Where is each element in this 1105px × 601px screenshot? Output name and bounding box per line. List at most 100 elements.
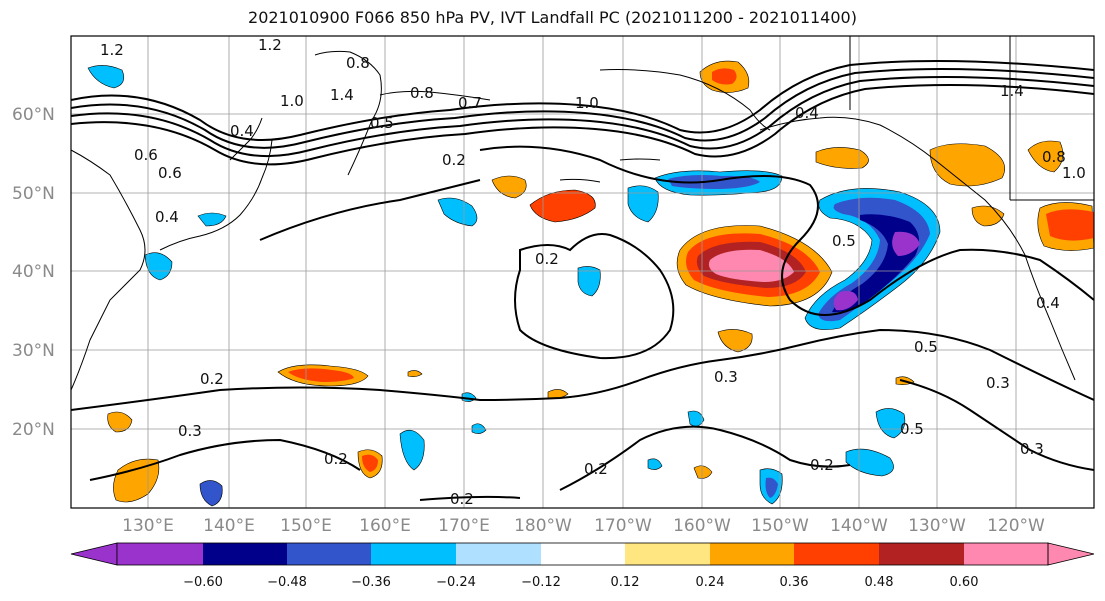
anomaly-blob bbox=[491, 175, 527, 199]
contour-label: 0.8 bbox=[346, 54, 370, 72]
anomaly-blob bbox=[288, 368, 354, 382]
anomaly-blob bbox=[717, 329, 753, 353]
contour-label: 0.2 bbox=[200, 370, 224, 388]
anomaly-blob bbox=[1027, 140, 1064, 173]
contour-label: 1.0 bbox=[280, 92, 304, 110]
colorbar-tick-label: −0.48 bbox=[267, 575, 307, 590]
contour-label: 0.3 bbox=[714, 368, 738, 386]
contour-label: 0.8 bbox=[410, 84, 434, 102]
colorbar-segment bbox=[710, 543, 794, 565]
colorbar-tick-label: 0.48 bbox=[865, 575, 894, 590]
lon-label: 130°E bbox=[122, 516, 174, 536]
lon-axis: 130°E 140°E 150°E 160°E 170°E 180°W 170°… bbox=[122, 516, 1045, 536]
colorbar-tick-label: 0.12 bbox=[611, 575, 640, 590]
contour-label: 0.4 bbox=[1036, 294, 1060, 312]
colorbar-tick-label: −0.36 bbox=[351, 575, 391, 590]
anomaly-blob bbox=[929, 143, 1005, 187]
colorbar: −0.60 −0.48 −0.36 −0.24 −0.12 0.12 0.24 … bbox=[70, 542, 1095, 590]
lon-label: 120°W bbox=[987, 516, 1045, 536]
lon-label: 150°W bbox=[751, 516, 809, 536]
lon-label: 150°E bbox=[280, 516, 332, 536]
plot-frame bbox=[70, 35, 1095, 509]
contour-label: 0.3 bbox=[1020, 440, 1044, 458]
colorbar-segment bbox=[625, 543, 710, 565]
plot-area: 1.2 1.2 0.8 1.4 1.0 0.8 0.7 1.0 0.5 0.4 … bbox=[71, 36, 1094, 508]
lat-label: 20°N bbox=[12, 420, 55, 440]
anomaly-blob bbox=[197, 212, 227, 227]
lon-label: 160°E bbox=[359, 516, 411, 536]
colorbar-frame bbox=[116, 542, 1049, 566]
contour-label: 0.2 bbox=[535, 250, 559, 268]
anomaly-blob bbox=[845, 448, 894, 477]
colorbar-segment bbox=[456, 543, 541, 565]
contour-label: 0.5 bbox=[900, 420, 924, 438]
contour-label: 0.3 bbox=[178, 422, 202, 440]
contour-label: 0.2 bbox=[810, 456, 834, 474]
lon-label: 170°W bbox=[594, 516, 652, 536]
anomaly-blob bbox=[712, 68, 737, 85]
contour-label: 1.0 bbox=[575, 94, 599, 112]
graticule bbox=[71, 36, 1094, 508]
anomaly-blob bbox=[87, 65, 125, 89]
colorbar-segment bbox=[287, 543, 371, 565]
colorbar-segment bbox=[203, 543, 287, 565]
colorbar-segment bbox=[879, 543, 964, 565]
anomaly-blob bbox=[833, 291, 858, 311]
contour-label: 1.4 bbox=[330, 86, 354, 104]
contour-label: 0.4 bbox=[795, 104, 819, 122]
colorbar-tick-label: −0.24 bbox=[436, 575, 476, 590]
pv-contours bbox=[71, 60, 1094, 501]
anomaly-blob bbox=[529, 189, 596, 223]
anomaly-blob bbox=[577, 266, 601, 297]
colorbar-segment bbox=[117, 543, 203, 565]
anomaly-blob bbox=[437, 197, 478, 227]
colorbar-tick-label: −0.60 bbox=[183, 575, 223, 590]
lat-axis: 60°N 50°N 40°N 30°N 20°N bbox=[12, 105, 55, 440]
anomaly-blob bbox=[765, 477, 778, 498]
contour-label: 1.2 bbox=[258, 36, 282, 54]
anomaly-blob bbox=[693, 465, 713, 479]
colorbar-segment bbox=[541, 543, 625, 565]
lat-label: 40°N bbox=[12, 262, 55, 282]
anomaly-blob bbox=[362, 454, 378, 472]
lon-label: 170°E bbox=[438, 516, 490, 536]
contour-label: 0.4 bbox=[230, 122, 254, 140]
lon-label: 130°W bbox=[908, 516, 966, 536]
colorbar-tick-label: 0.60 bbox=[950, 575, 979, 590]
lon-label: 180°W bbox=[514, 516, 572, 536]
lon-label: 140°E bbox=[203, 516, 255, 536]
contour-label: 0.3 bbox=[986, 374, 1010, 392]
anomaly-blob bbox=[144, 252, 173, 281]
lat-label: 30°N bbox=[12, 341, 55, 361]
colorbar-tick-label: −0.12 bbox=[521, 575, 561, 590]
anomaly-blob bbox=[971, 205, 1005, 227]
contour-label: 0.6 bbox=[158, 164, 182, 182]
contour-labels: 1.2 1.2 0.8 1.4 1.0 0.8 0.7 1.0 0.5 0.4 … bbox=[100, 36, 1086, 508]
anomaly-blob bbox=[687, 410, 705, 427]
anomaly-blob bbox=[892, 231, 920, 256]
lat-label: 60°N bbox=[12, 105, 55, 125]
anomaly-blob bbox=[708, 249, 794, 282]
contour-label: 0.2 bbox=[450, 490, 474, 508]
contour-label: 0.8 bbox=[1042, 148, 1066, 166]
colorbar-arrow-low bbox=[70, 542, 118, 566]
colorbar-segment bbox=[371, 543, 456, 565]
anomaly-blob bbox=[1046, 209, 1094, 241]
contour-label: 1.0 bbox=[1062, 164, 1086, 182]
contour-label: 0.5 bbox=[914, 338, 938, 356]
colorbar-tick-label: 0.36 bbox=[780, 575, 809, 590]
anomaly-blob bbox=[399, 429, 425, 471]
anomaly-blob bbox=[875, 408, 906, 439]
contour-label: 0.2 bbox=[584, 460, 608, 478]
lon-label: 140°W bbox=[830, 516, 888, 536]
contour-label: 1.4 bbox=[1000, 82, 1024, 100]
colorbar-tick-label: 0.24 bbox=[696, 575, 725, 590]
contour-label: 0.5 bbox=[370, 114, 394, 132]
colorbar-segment bbox=[794, 543, 879, 565]
anomaly-blob bbox=[815, 147, 869, 169]
anomaly-blob bbox=[627, 185, 659, 223]
colorbar-segment bbox=[964, 543, 1048, 565]
contour-label: 1.2 bbox=[100, 41, 124, 59]
colorbar-arrow-high bbox=[1047, 542, 1095, 566]
